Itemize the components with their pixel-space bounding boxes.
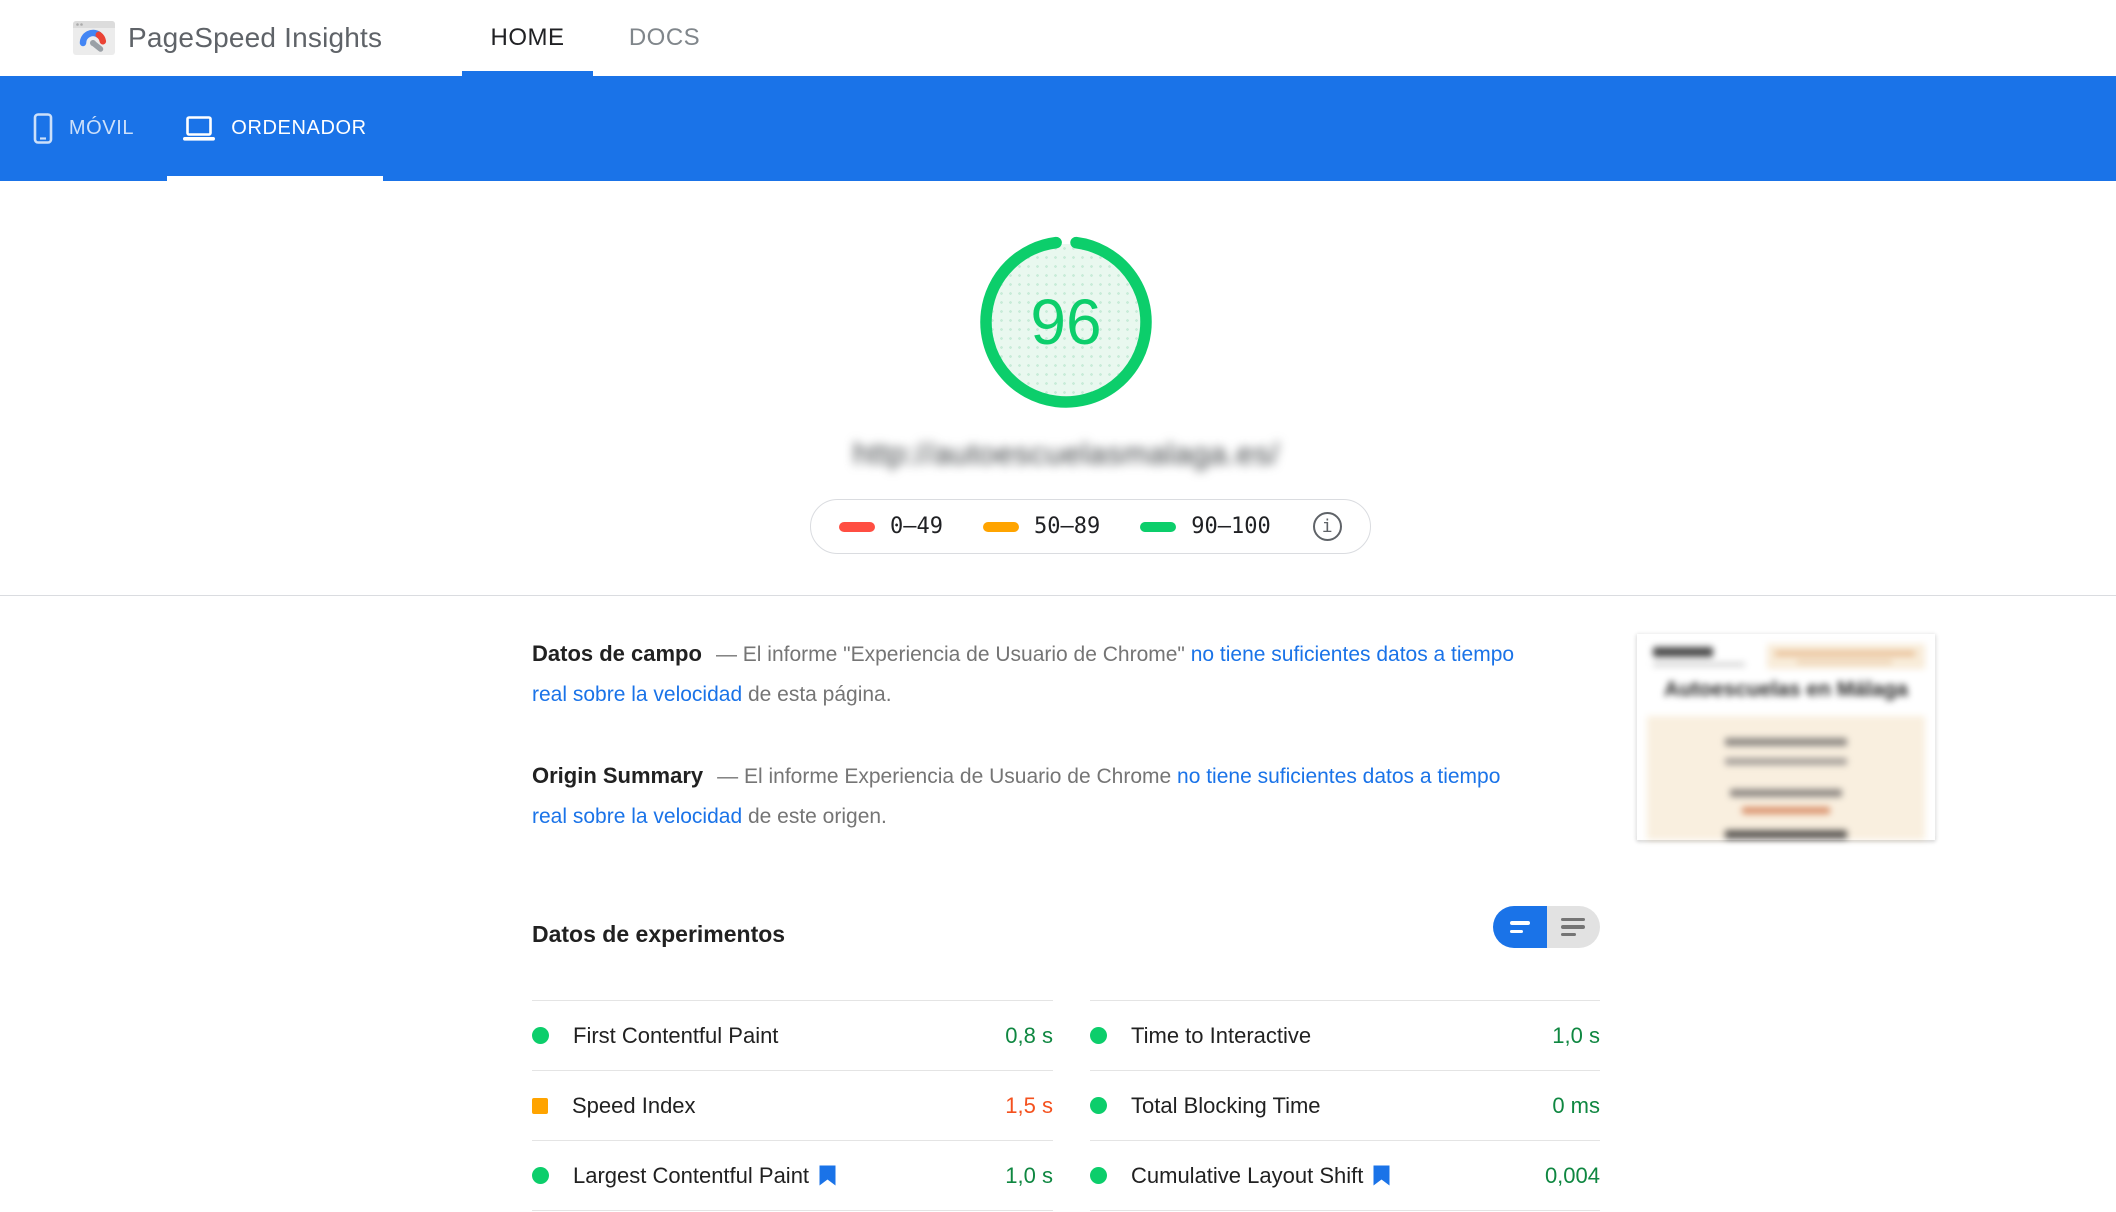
pagespeed-logo-icon <box>73 21 115 55</box>
metric-label: Cumulative Layout Shift <box>1131 1162 1364 1188</box>
smartphone-icon <box>33 113 53 144</box>
metric-label: Largest Contentful Paint <box>573 1162 810 1188</box>
thumbnail-content: Autoescuelas en Málaga <box>1637 634 1935 840</box>
metric-status-icon <box>1090 1027 1107 1044</box>
origin-summary-title: Origin Summary <box>532 763 704 788</box>
page-screenshot-thumbnail: Autoescuelas en Málaga <box>1637 634 1935 840</box>
info-icon[interactable]: i <box>1312 512 1342 541</box>
metric-status-icon <box>532 1097 548 1114</box>
metric-status-icon <box>532 1027 549 1044</box>
origin-summary-section: Origin Summary — El informe Experiencia d… <box>532 756 1532 837</box>
pass-range-dash-icon <box>1140 521 1177 532</box>
tab-home[interactable]: HOME <box>462 0 593 76</box>
analyzed-url: http://autoescuelasmalaga.es/ <box>852 436 1280 471</box>
tab-docs[interactable]: DOCS <box>628 24 701 51</box>
thumbnail-top-banner <box>1767 644 1925 669</box>
legend-range-label: 0–49 <box>890 514 943 539</box>
legend-range-pass: 90–100 <box>1140 514 1271 539</box>
lab-metrics: First Contentful Paint 0,8 s Speed Index… <box>532 1000 1600 1211</box>
fail-range-dash-icon <box>839 521 875 532</box>
metric-label: Time to Interactive <box>1131 1022 1312 1048</box>
condensed-view-button[interactable] <box>1493 906 1547 948</box>
device-tab-bar: MÓVIL ORDENADOR <box>0 76 2116 181</box>
metric-status-icon <box>1090 1097 1107 1114</box>
detailed-view-button[interactable] <box>1546 906 1600 948</box>
field-data-section: Datos de campo — El informe "Experiencia … <box>532 634 1532 715</box>
tab-movil-label: MÓVIL <box>68 117 135 139</box>
metric-row: Largest Contentful Paint 1,0 s <box>532 1140 1053 1211</box>
condensed-view-icon <box>1509 921 1530 933</box>
field-data-text: — El informe "Experiencia de Usuario de … <box>715 643 1191 666</box>
thumbnail-logo-subline <box>1653 662 1745 667</box>
legend-range-fail: 0–49 <box>839 514 943 539</box>
metric-row: Time to Interactive 1,0 s <box>1090 1000 1600 1070</box>
average-range-dash-icon <box>982 521 1019 532</box>
laptop-icon <box>183 115 216 141</box>
gauge-fill <box>988 244 1144 400</box>
metrics-column-right: Time to Interactive 1,0 s Total Blocking… <box>1090 1000 1600 1211</box>
tab-ordenador-label: ORDENADOR <box>231 117 367 139</box>
metric-value: 0,8 s <box>1005 1022 1053 1048</box>
legend-range-average: 50–89 <box>982 514 1101 539</box>
score-legend: 0–49 50–89 90–100 i <box>810 499 1371 554</box>
metric-status-icon <box>532 1167 549 1184</box>
metric-row: Total Blocking Time 0 ms <box>1090 1070 1600 1140</box>
tab-ordenador[interactable]: ORDENADOR <box>167 76 383 181</box>
detailed-view-icon <box>1561 917 1586 937</box>
thumbnail-logo-block <box>1653 647 1713 657</box>
metric-value: 1,0 s <box>1552 1022 1600 1048</box>
metric-label: First Contentful Paint <box>573 1022 779 1048</box>
metric-label: Speed Index <box>572 1092 696 1118</box>
metrics-view-toggle <box>1493 906 1600 948</box>
metric-value: 1,5 s <box>1005 1092 1053 1118</box>
field-data-title: Datos de campo <box>532 641 702 666</box>
origin-summary-text-post: de este origen. <box>742 805 887 828</box>
metric-value: 0 ms <box>1552 1092 1600 1118</box>
field-data-text-post: de esta página. <box>742 683 892 706</box>
bookmark-icon <box>1373 1165 1390 1186</box>
metric-row: Speed Index 1,5 s <box>532 1070 1053 1140</box>
thumbnail-body-block <box>1647 716 1925 840</box>
metric-row: Cumulative Layout Shift 0,004 <box>1090 1140 1600 1211</box>
thumbnail-page-title: Autoescuelas en Málaga <box>1664 678 1908 701</box>
metric-status-icon <box>1090 1167 1107 1184</box>
field-data-link[interactable]: no tiene suficientes datos a tiempo real… <box>532 643 1515 706</box>
app-title: PageSpeed Insights <box>128 22 383 53</box>
performance-score-gauge: 96 <box>976 232 1156 412</box>
metrics-column-left: First Contentful Paint 0,8 s Speed Index… <box>532 1000 1053 1211</box>
app-header: PageSpeed Insights HOME DOCS <box>0 0 2116 76</box>
section-divider <box>0 595 2116 596</box>
metric-row: First Contentful Paint 0,8 s <box>532 1000 1053 1070</box>
performance-score-value: 96 <box>1030 286 1102 358</box>
origin-summary-text: — El informe Experiencia de Usuario de C… <box>717 765 1178 788</box>
legend-range-label: 90–100 <box>1191 514 1271 539</box>
origin-summary-link[interactable]: no tiene suficientes datos a tiempo real… <box>532 765 1501 828</box>
tab-movil[interactable]: MÓVIL <box>0 76 167 181</box>
gauge-ring <box>980 236 1152 408</box>
metric-label: Total Blocking Time <box>1131 1092 1321 1118</box>
legend-range-label: 50–89 <box>1033 514 1101 539</box>
bookmark-icon <box>819 1165 836 1186</box>
metric-value: 0,004 <box>1544 1162 1600 1188</box>
metric-value: 1,0 s <box>1005 1162 1053 1188</box>
lab-data-title: Datos de experimentos <box>532 921 786 947</box>
